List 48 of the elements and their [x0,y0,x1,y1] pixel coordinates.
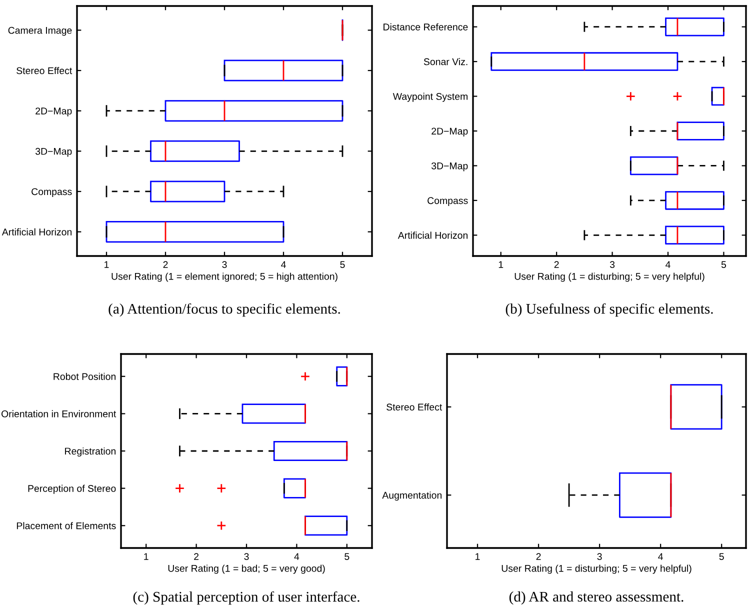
x-axis-title: User Rating (1 = disturbing; 5 = very helpful) [502,564,692,574]
x-tick-label: 5 [340,261,345,268]
x-tick-label: 3 [597,553,602,560]
y-tick-label: Perception of Stereo [28,484,116,494]
x-tick-label: 3 [610,261,615,268]
x-tick-label: 5 [721,261,726,268]
y-tick-label: Placement of Elements [16,522,116,530]
x-tick-label: 4 [666,261,670,268]
text: (b) Usefulness of specific elements. [506,303,713,317]
x-tick-label: 2 [163,261,168,268]
x-tick-label: 4 [294,553,300,560]
y-tick-label: Compass [32,188,72,198]
x-tick-label: 2 [554,261,559,268]
y-tick-label: 3D−Map [431,162,468,172]
x-tick-label: 4 [281,261,286,268]
x-axis-title: User Rating (1 = disturbing; 5 = very helpful) [514,272,704,282]
y-tick-label: 3D−Map [35,148,72,157]
x-tick-label: 5 [719,553,724,560]
y-tick-label: 2D−Map [432,128,468,137]
x-tick-label: 5 [344,553,350,560]
y-tick-label: Augmentation [382,492,442,501]
y-tick-label: Stereo Effect [386,403,442,411]
x-axis-title: User Rating (1 = element ignored; 5 = high attention) [112,272,338,282]
y-tick-label: Robot Position [54,372,116,380]
y-tick-label: Sonar Viz. [424,58,468,66]
text: (a) Attention/focus to specific elements. [108,303,340,317]
x-tick-label: 2 [536,553,541,560]
y-tick-label: Orientation in Environment [2,410,116,418]
text: (c) Spatial perception of user interface. [133,591,360,605]
x-tick-label: 4 [658,553,663,560]
x-tick-label: 1 [104,261,109,268]
y-tick-label: Distance Reference [384,23,468,30]
y-tick-label: Compass [428,197,468,206]
text: (d) AR and stereo assessment. [509,591,684,605]
y-tick-label: Artificial Horizon [398,232,468,239]
y-tick-label: Registration [65,447,116,457]
y-tick-label: Waypoint System [392,92,468,102]
y-tick-label: Artificial Horizon [2,228,72,236]
y-tick-label: Camera Image [8,26,72,36]
x-tick-label: 1 [476,553,480,560]
x-tick-label: 1 [498,261,504,268]
x-axis-title: User Rating (1 = bad; 5 = very good) [168,564,325,574]
x-tick-label: 3 [222,261,227,268]
x-tick-label: 3 [244,553,249,560]
x-tick-label: 1 [144,553,148,560]
y-tick-label: Stereo Effect [16,67,72,74]
y-tick-label: 2D−Map [36,108,72,116]
x-tick-label: 2 [194,553,199,560]
